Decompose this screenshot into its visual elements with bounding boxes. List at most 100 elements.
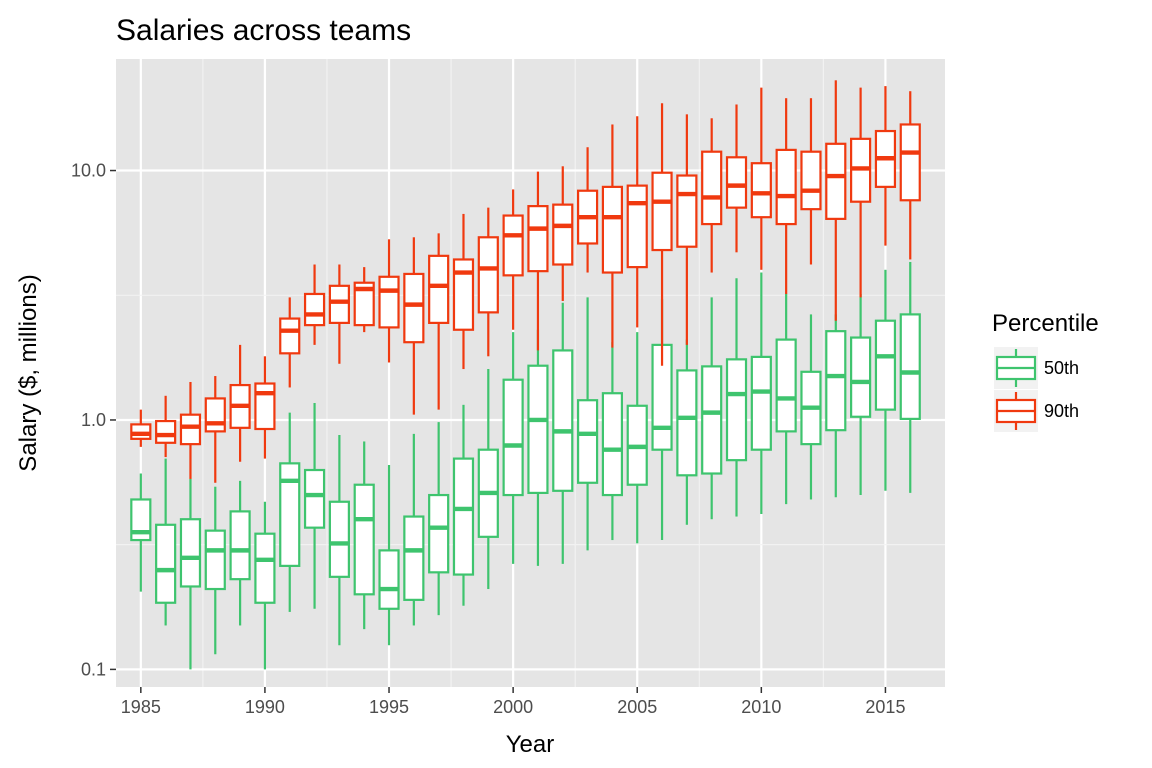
legend-key-90th: 90th xyxy=(994,390,1079,432)
box-50th-1996 xyxy=(403,433,425,626)
box-50th-2012 xyxy=(800,314,822,500)
y-tick-label: 10.0 xyxy=(71,161,106,181)
box-90th-1986 xyxy=(155,395,177,458)
box-90th-1992 xyxy=(303,264,326,345)
box-50th-1995 xyxy=(378,464,400,646)
iqr-box xyxy=(899,313,921,420)
box-90th-1985 xyxy=(130,409,152,447)
box-50th-1985 xyxy=(130,473,152,592)
iqr-box xyxy=(552,349,574,492)
chart-title: Salaries across teams xyxy=(116,14,411,47)
iqr-box xyxy=(850,336,872,418)
iqr-box xyxy=(800,150,822,211)
iqr-box xyxy=(353,281,375,327)
iqr-box xyxy=(303,292,326,327)
box-50th-1998 xyxy=(452,404,475,606)
box-90th-2010 xyxy=(750,87,772,270)
box-90th-2012 xyxy=(800,98,822,265)
iqr-box xyxy=(874,319,897,411)
legend: Percentile 50th 90th xyxy=(992,310,1099,432)
box-50th-2008 xyxy=(701,297,723,520)
legend-keys: 50th 90th xyxy=(994,347,1079,432)
iqr-box xyxy=(130,498,152,542)
box-50th-2000 xyxy=(502,332,524,564)
iqr-box xyxy=(899,123,921,202)
x-tick-label: 1995 xyxy=(369,697,409,717)
box-90th-1990 xyxy=(254,356,276,459)
box-50th-2015 xyxy=(874,269,897,491)
x-tick-label: 2005 xyxy=(617,697,657,717)
x-axis-title: Year xyxy=(506,731,555,758)
iqr-box xyxy=(328,500,350,578)
iqr-box xyxy=(452,258,475,331)
box-90th-1987 xyxy=(179,381,202,479)
iqr-box xyxy=(775,338,797,433)
iqr-box xyxy=(179,518,202,588)
iqr-box xyxy=(155,419,177,444)
box-90th-1991 xyxy=(279,297,301,388)
box-50th-2002 xyxy=(552,302,574,564)
box-50th-1987 xyxy=(179,478,202,670)
box-50th-2005 xyxy=(626,332,648,544)
box-90th-1996 xyxy=(403,237,425,415)
box-50th-2013 xyxy=(825,314,847,498)
box-90th-2014 xyxy=(850,87,872,298)
box-50th-2004 xyxy=(601,342,624,541)
iqr-box xyxy=(601,185,624,274)
box-90th-1993 xyxy=(328,264,350,364)
box-50th-1997 xyxy=(428,422,450,616)
box-90th-2000 xyxy=(502,189,524,330)
box-90th-2006 xyxy=(651,103,673,366)
box-90th-1997 xyxy=(428,233,450,410)
box-50th-2014 xyxy=(850,293,872,496)
iqr-box xyxy=(825,330,847,432)
box-50th-1986 xyxy=(155,458,177,626)
iqr-box xyxy=(626,184,648,269)
iqr-box xyxy=(155,523,177,604)
box-90th-2013 xyxy=(825,80,847,321)
box-90th-2002 xyxy=(552,166,574,301)
iqr-box xyxy=(279,462,301,567)
y-axis: 0.1 1.0 10.0 xyxy=(71,161,116,679)
iqr-box xyxy=(576,399,599,484)
box-90th-2005 xyxy=(626,116,648,328)
iqr-box xyxy=(428,493,450,574)
iqr-box xyxy=(229,510,251,581)
box-50th-2003 xyxy=(576,297,599,551)
iqr-box xyxy=(204,397,226,433)
iqr-box xyxy=(825,142,847,220)
y-tick-label: 1.0 xyxy=(81,410,106,430)
box-50th-1993 xyxy=(328,435,350,646)
box-90th-2007 xyxy=(676,114,698,345)
box-90th-1995 xyxy=(378,239,400,363)
iqr-box xyxy=(701,150,723,226)
legend-label: 50th xyxy=(1044,358,1079,378)
box-50th-1990 xyxy=(254,501,276,670)
iqr-box xyxy=(179,413,202,446)
iqr-box xyxy=(279,317,301,355)
iqr-box xyxy=(204,529,226,591)
box-50th-2016 xyxy=(899,261,921,493)
iqr-box xyxy=(527,205,549,273)
box-50th-2009 xyxy=(725,278,748,517)
y-axis-title: Salary ($, millions) xyxy=(15,274,42,471)
box-90th-1999 xyxy=(477,207,499,357)
legend-key-50th: 50th xyxy=(994,347,1079,389)
iqr-box xyxy=(254,532,276,604)
iqr-box xyxy=(502,214,524,277)
box-50th-1991 xyxy=(279,412,301,612)
iqr-box xyxy=(701,365,723,475)
iqr-box xyxy=(303,468,326,529)
legend-title: Percentile xyxy=(992,310,1099,337)
x-tick-label: 1990 xyxy=(245,697,285,717)
iqr-box xyxy=(750,355,772,451)
box-90th-2015 xyxy=(874,86,897,246)
iqr-box xyxy=(601,392,624,497)
iqr-box xyxy=(725,358,748,462)
iqr-box xyxy=(502,378,524,497)
box-90th-2016 xyxy=(899,91,921,260)
iqr-box xyxy=(328,284,350,324)
box-90th-2001 xyxy=(527,171,549,351)
iqr-box xyxy=(676,369,698,477)
iqr-box xyxy=(428,254,450,324)
